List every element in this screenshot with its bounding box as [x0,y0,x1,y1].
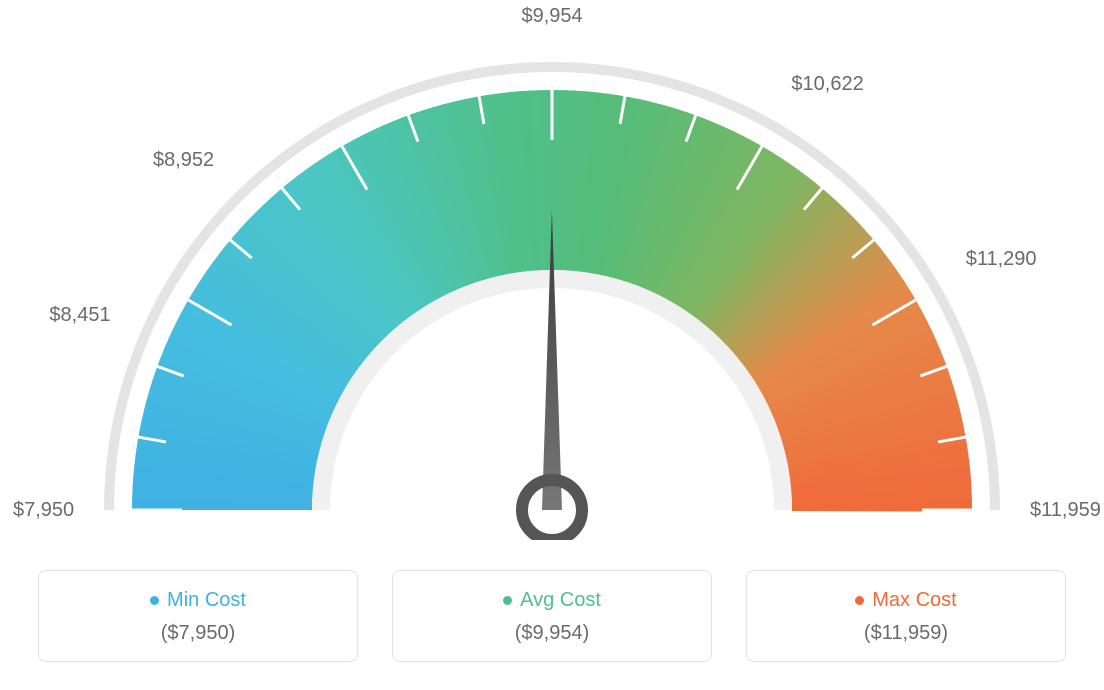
gauge-svg [52,20,1052,540]
gauge-chart: $7,950$8,451$8,952$9,954$10,622$11,290$1… [52,20,1052,540]
dot-icon [855,596,864,605]
gauge-tick-label: $11,959 [1030,499,1101,522]
legend-title-min: Min Cost [150,589,246,612]
dot-icon [150,596,159,605]
legend-value-min: ($7,950) [49,622,347,645]
gauge-tick-label: $10,622 [791,73,863,96]
legend-row: Min Cost ($7,950) Avg Cost ($9,954) Max … [0,570,1104,662]
legend-title-max: Max Cost [855,589,956,612]
legend-card-min: Min Cost ($7,950) [38,570,358,662]
gauge-tick-label: $7,950 [13,499,74,522]
dot-icon [503,596,512,605]
gauge-tick-label: $8,451 [49,304,110,327]
legend-card-max: Max Cost ($11,959) [746,570,1066,662]
legend-card-avg: Avg Cost ($9,954) [392,570,712,662]
legend-title-avg: Avg Cost [503,589,601,612]
legend-title-text: Min Cost [167,589,246,612]
legend-value-avg: ($9,954) [403,622,701,645]
gauge-tick-label: $11,290 [966,248,1037,271]
legend-value-max: ($11,959) [757,622,1055,645]
gauge-tick-label: $9,954 [522,5,583,28]
gauge-tick-label: $8,952 [153,149,214,172]
legend-title-text: Avg Cost [520,589,601,612]
legend-title-text: Max Cost [872,589,956,612]
